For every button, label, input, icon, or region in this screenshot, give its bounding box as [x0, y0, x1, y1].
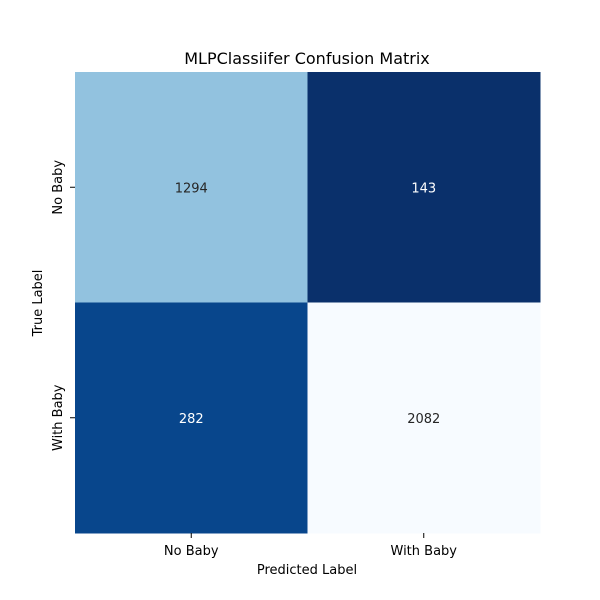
- cell-value-1-1: 2082: [407, 412, 440, 427]
- cell-value-0-0: 1294: [175, 181, 208, 196]
- x-tick-label: With Baby: [391, 544, 458, 559]
- y-tick-label: No Baby: [51, 160, 66, 215]
- heatmap-cell-1-0: [75, 302, 308, 534]
- cell-value-1-0: 282: [179, 412, 204, 427]
- heatmap-cells: [75, 72, 541, 534]
- cell-annotations: 1294 143 282 2082: [175, 181, 441, 427]
- x-tick-label: No Baby: [164, 544, 219, 559]
- cell-value-0-1: 143: [411, 181, 436, 196]
- heatmap-cell-0-0: [75, 72, 308, 303]
- y-tick-label: With Baby: [51, 384, 66, 451]
- chart-title: MLPClassiifer Confusion Matrix: [184, 49, 430, 68]
- x-axis-label: Predicted Label: [257, 563, 357, 578]
- y-axis-label: True Label: [31, 270, 46, 338]
- axis-ticks: No Baby With Baby No Baby With Baby: [51, 160, 457, 559]
- heatmap-cell-1-1: [307, 302, 541, 534]
- heatmap-cell-0-1: [307, 72, 541, 303]
